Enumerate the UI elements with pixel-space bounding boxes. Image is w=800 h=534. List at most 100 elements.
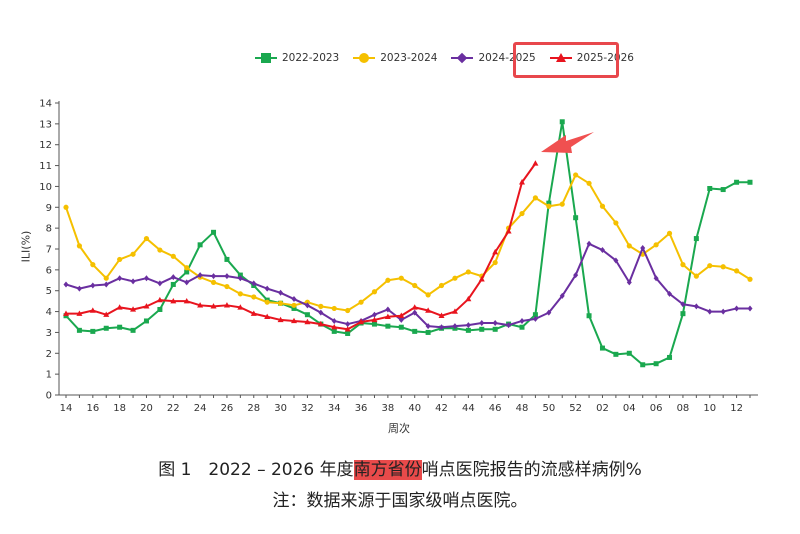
data-point xyxy=(63,204,69,210)
data-point xyxy=(237,304,244,310)
x-tick-label: 02 xyxy=(596,403,609,414)
y-tick-label: 10 xyxy=(39,182,52,193)
data-point xyxy=(693,236,699,242)
x-tick-label: 42 xyxy=(435,403,448,414)
data-point xyxy=(331,317,337,324)
data-point xyxy=(519,210,525,217)
data-point xyxy=(667,354,673,360)
data-point xyxy=(143,275,149,282)
data-point xyxy=(197,272,203,279)
data-point xyxy=(613,220,619,226)
data-point xyxy=(640,244,646,251)
data-point xyxy=(653,242,659,248)
y-axis-label: ILI(%) xyxy=(19,230,33,263)
data-point xyxy=(398,312,405,318)
data-point xyxy=(492,259,498,266)
x-tick-label: 10 xyxy=(703,403,716,414)
y-tick-label: 1 xyxy=(46,370,52,381)
data-point xyxy=(532,312,538,318)
x-tick-label: 34 xyxy=(328,403,341,414)
data-point xyxy=(626,279,632,286)
y-tick-label: 0 xyxy=(46,391,52,402)
data-point xyxy=(143,235,150,242)
data-point xyxy=(318,309,324,316)
data-point xyxy=(586,240,592,247)
data-point xyxy=(63,310,69,316)
data-point xyxy=(505,228,512,234)
data-point xyxy=(613,351,619,357)
data-point xyxy=(304,318,311,325)
data-point xyxy=(599,345,605,351)
legend-label: 2022-2023 xyxy=(282,52,340,64)
data-point xyxy=(398,316,404,323)
data-point xyxy=(747,179,753,185)
data-point xyxy=(465,269,471,275)
x-tick-label: 50 xyxy=(542,403,555,414)
x-tick-label: 22 xyxy=(167,403,180,414)
data-point xyxy=(211,273,217,280)
legend-item[interactable]: 2022-2023 xyxy=(255,48,339,68)
data-point xyxy=(291,302,297,308)
data-point xyxy=(264,299,270,305)
x-tick-label: 18 xyxy=(113,403,126,414)
data-point xyxy=(345,307,351,314)
data-point xyxy=(465,295,472,302)
data-point xyxy=(170,253,176,259)
data-point xyxy=(452,323,458,330)
data-point xyxy=(358,318,365,325)
y-tick-label: 13 xyxy=(39,119,52,130)
data-point xyxy=(465,327,471,333)
legend-item[interactable]: 2023-2024 xyxy=(353,48,437,68)
data-point xyxy=(345,321,351,328)
data-point xyxy=(371,321,377,327)
x-tick-label: 28 xyxy=(247,403,260,414)
data-point xyxy=(412,282,418,289)
x-tick-label: 46 xyxy=(489,403,502,414)
data-point xyxy=(425,329,431,335)
legend-swatch xyxy=(255,53,277,63)
data-point xyxy=(184,269,190,275)
data-point xyxy=(90,262,96,268)
legend-swatch xyxy=(549,53,572,62)
square-icon xyxy=(261,53,271,63)
data-point xyxy=(344,326,351,332)
data-point xyxy=(439,324,445,331)
y-tick-label: 5 xyxy=(46,286,52,297)
data-point xyxy=(116,304,123,310)
data-point xyxy=(277,316,284,323)
x-tick-label: 08 xyxy=(677,403,690,414)
data-point xyxy=(304,312,310,318)
data-point xyxy=(385,323,391,329)
data-point xyxy=(76,310,83,316)
x-tick-label: 40 xyxy=(408,403,421,414)
data-point xyxy=(573,272,579,279)
data-point xyxy=(211,229,217,235)
data-point xyxy=(103,275,109,281)
data-point xyxy=(157,306,163,312)
data-point xyxy=(506,322,512,329)
data-point xyxy=(331,305,337,312)
data-point xyxy=(492,248,499,255)
legend: 2022-2023 2023-2024 2024-2025 2025-2026 xyxy=(255,48,634,68)
data-point xyxy=(425,323,431,330)
legend-item[interactable]: 2024-2025 xyxy=(451,48,536,68)
x-tick-label: 30 xyxy=(274,403,287,414)
legend-highlight-box xyxy=(513,42,619,78)
data-point xyxy=(398,275,404,281)
data-point xyxy=(559,201,565,207)
data-point xyxy=(532,195,539,201)
y-tick-label: 8 xyxy=(46,224,52,235)
data-point xyxy=(143,318,149,324)
data-point xyxy=(707,308,713,315)
y-tick-label: 9 xyxy=(46,203,52,214)
x-tick-label: 24 xyxy=(194,403,207,414)
x-tick-label: 20 xyxy=(140,403,153,414)
legend-label: 2025-2026 xyxy=(576,52,634,64)
data-point xyxy=(224,283,230,290)
data-point xyxy=(170,274,176,281)
data-point xyxy=(251,280,257,287)
legend-item[interactable]: 2025-2026 xyxy=(549,48,634,68)
data-point xyxy=(371,311,377,318)
data-point xyxy=(613,257,619,264)
